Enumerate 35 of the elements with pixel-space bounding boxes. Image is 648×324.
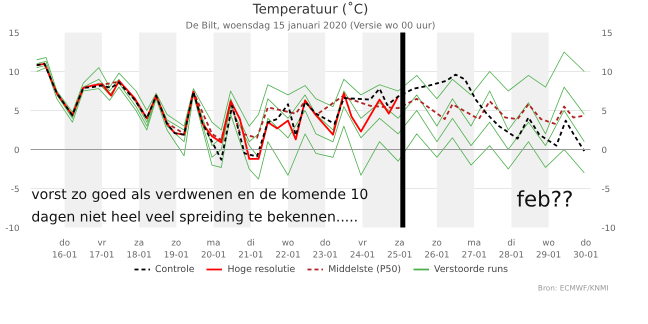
x-tick-label: vr 17-01	[89, 238, 114, 260]
annotation: vorst zo goed als verdwenen en de komende 10 dagen niet heel veel spreiding te bekennen.....	[31, 187, 368, 226]
x-tick-label: zo 19-01	[164, 238, 189, 260]
x-tick-label: vr 24-01	[350, 238, 376, 260]
x-tick-label: wo 29-01	[536, 238, 562, 260]
x-tick-label: di 28-01	[498, 238, 524, 260]
y-tick-label: -10	[5, 224, 20, 234]
x-tick-label: do 16-01	[52, 238, 78, 260]
chart-title: Temperatuur (˚C)	[252, 2, 368, 18]
y2-tick-label: -5	[602, 185, 610, 195]
y2-tick-label: -10	[602, 224, 616, 234]
x-tick-label: zo 26-01	[424, 238, 450, 260]
y2-tick-label: 0	[602, 146, 608, 156]
y-tick-label: 15	[8, 29, 20, 39]
legend-label: Hoge resolutie	[227, 263, 296, 275]
x-tick-label: za 18-01	[126, 238, 152, 260]
legend-label: Verstoorde runs	[434, 263, 508, 275]
legend-label: Controle	[154, 263, 194, 275]
legend-label: Middelste (P50)	[328, 263, 402, 275]
chart-subtitle: De Bilt, woensdag 15 januari 2020 (Versie wo 00 uur)	[186, 20, 436, 32]
y-tick-label: 0	[14, 146, 20, 156]
x-tick-label: ma 20-01	[200, 238, 226, 260]
y-tick-label: 5	[14, 107, 20, 117]
x-tick-label: wo 22-01	[275, 238, 301, 260]
x-tick-label: ma 27-01	[462, 238, 487, 260]
x-tick-label: do 23-01	[312, 238, 338, 260]
x-tick-label: di 21-01	[238, 238, 264, 260]
y2-tick-label: 5	[602, 107, 608, 117]
x-tick-label: do 30-01	[573, 238, 598, 260]
y-tick-label: -5	[10, 185, 20, 195]
y2-tick-label: 15	[602, 29, 613, 39]
x-tick-label: za 25-01	[387, 238, 412, 260]
annotation: feb??	[516, 188, 574, 213]
y-tick-label: 10	[8, 68, 20, 78]
y2-tick-label: 10	[602, 68, 613, 78]
